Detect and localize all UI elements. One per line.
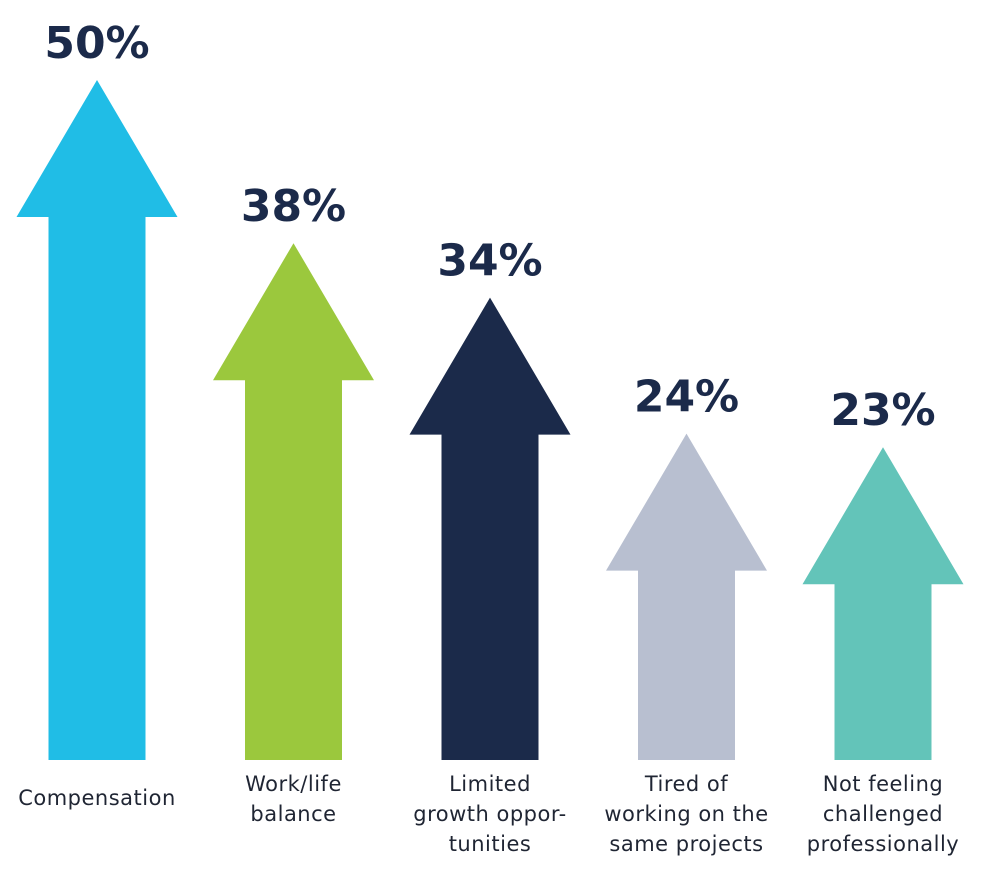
category-label-5: Not feeling challenged professionally [807, 772, 960, 856]
arrow-bar-4 [606, 433, 767, 760]
value-label-3: 34% [437, 236, 542, 287]
value-label-4: 24% [634, 372, 739, 423]
arrow-bar-2 [213, 243, 374, 760]
value-label-5: 23% [830, 385, 935, 436]
category-label-1: Compensation [18, 786, 176, 810]
arrow-bar-1 [16, 80, 178, 760]
category-label-2: Work/life balance [245, 772, 342, 826]
category-label-4: Tired of working on the same projects [604, 772, 768, 856]
value-label-2: 38% [241, 181, 346, 232]
category-label-3: Limited growth oppor-tunities [413, 772, 566, 856]
arrow-bar-5 [802, 447, 964, 760]
arrow-bar-3 [409, 297, 571, 760]
value-label-1: 50% [44, 18, 149, 69]
